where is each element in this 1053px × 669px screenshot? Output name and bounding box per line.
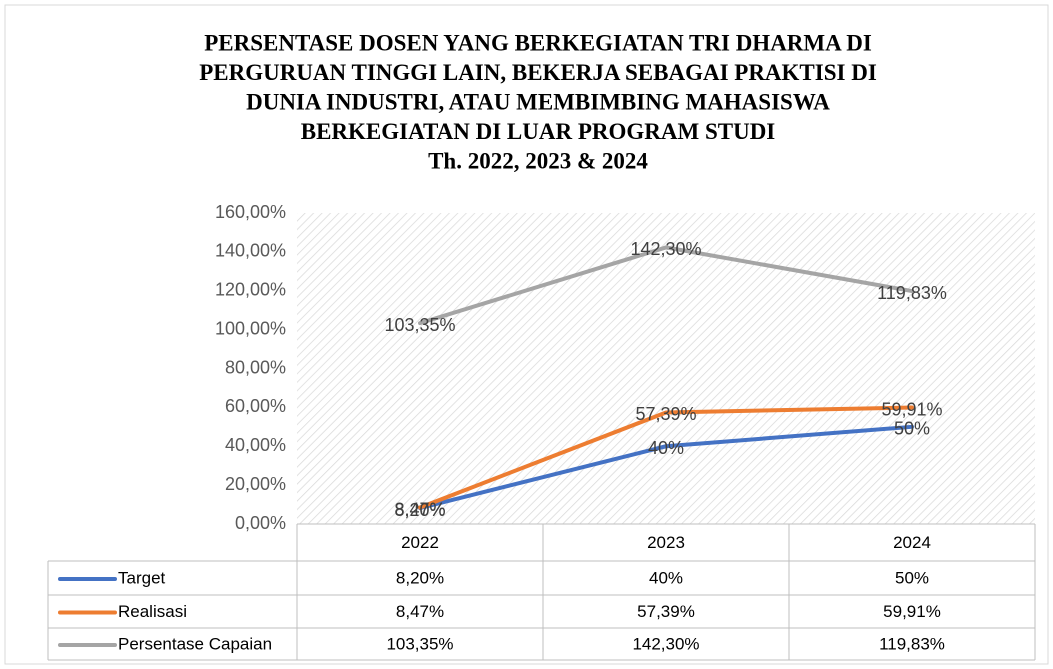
y-tick-label: 60,00%	[225, 396, 286, 416]
chart-title: PERGURUAN TINGGI LAIN, BEKERJA SEBAGAI P…	[199, 60, 877, 85]
data-label: 103,35%	[384, 315, 455, 335]
chart-title: DUNIA INDUSTRI, ATAU MEMBIMBING MAHASISW…	[246, 89, 830, 114]
y-tick-label: 140,00%	[215, 241, 286, 261]
chart-title: PERSENTASE DOSEN YANG BERKEGIATAN TRI DH…	[204, 30, 872, 55]
legend-label: Target	[118, 568, 166, 587]
series-line	[418, 245, 914, 326]
table-cell: 40%	[649, 568, 683, 587]
y-tick-label: 100,00%	[215, 318, 286, 338]
data-label: 40%	[648, 438, 684, 458]
chart-title: Th. 2022, 2023 & 2024	[428, 148, 648, 173]
data-label: 8,20%	[394, 500, 445, 520]
series-line	[418, 405, 914, 510]
table-cell: 8,47%	[396, 602, 444, 621]
data-label: 8,47%	[394, 499, 445, 519]
series-line	[418, 424, 914, 511]
y-tick-label: 160,00%	[215, 202, 286, 222]
y-tick-label: 120,00%	[215, 280, 286, 300]
table-cell: 57,39%	[637, 602, 695, 621]
data-label: 57,39%	[635, 404, 696, 424]
legend-label: Persentase Capaian	[118, 634, 272, 653]
x-tick-label: 2023	[647, 533, 685, 552]
y-tick-label: 20,00%	[225, 474, 286, 494]
table-cell: 103,35%	[386, 634, 453, 653]
table-cell: 119,83%	[879, 634, 945, 653]
chart-title: BERKEGIATAN DI LUAR PROGRAM STUDI	[301, 119, 776, 144]
table-cell: 50%	[895, 568, 929, 587]
y-tick-label: 40,00%	[225, 435, 286, 455]
data-label: 142,30%	[630, 239, 701, 259]
x-tick-label: 2022	[401, 533, 439, 552]
data-label: 50%	[894, 419, 930, 439]
data-label: 59,91%	[881, 399, 942, 419]
table-cell: 142,30%	[632, 634, 699, 653]
y-tick-label: 80,00%	[225, 357, 286, 377]
data-label: 119,83%	[877, 283, 947, 303]
table-cell: 8,20%	[396, 568, 444, 587]
y-tick-label: 0,00%	[235, 513, 286, 533]
table-cell: 59,91%	[883, 602, 941, 621]
x-tick-label: 2024	[893, 533, 931, 552]
legend-label: Realisasi	[118, 602, 187, 621]
plot-area	[297, 213, 1035, 524]
